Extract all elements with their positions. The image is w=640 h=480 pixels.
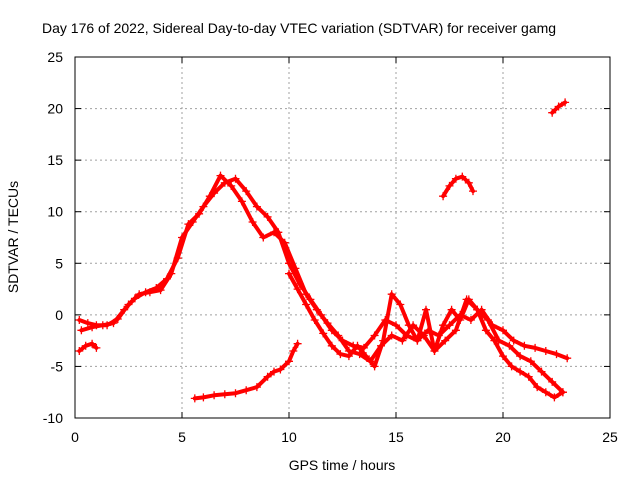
series-track-2 (77, 171, 567, 397)
x-tick-label: 10 (281, 429, 297, 445)
y-tick-label: 5 (55, 255, 63, 271)
series-track-4 (75, 339, 101, 355)
x-tick-label: 0 (71, 429, 79, 445)
y-tick-label: 10 (47, 204, 63, 220)
series-track-7 (548, 98, 570, 117)
series-line (441, 174, 475, 199)
data-point-markers (439, 172, 477, 201)
y-tick-labels: -10 -5 0 5 10 15 20 25 (43, 49, 63, 426)
series-track-6 (439, 172, 477, 201)
plot-area (75, 98, 572, 403)
data-point-markers (77, 171, 567, 397)
data-point-markers (285, 269, 567, 402)
grid (75, 57, 610, 418)
y-tick-label: -10 (43, 410, 63, 426)
y-axis-label: SDTVAR / TECUs (5, 181, 21, 293)
x-tick-label: 15 (388, 429, 404, 445)
series-line (79, 173, 565, 395)
x-axis-label: GPS time / hours (289, 457, 396, 473)
x-tick-label: 25 (602, 429, 618, 445)
y-tick-label: 25 (47, 49, 63, 65)
plot-frame (74, 56, 611, 419)
chart-title: Day 176 of 2022, Sidereal Day-to-day VTE… (42, 20, 556, 36)
y-tick-label: 20 (47, 101, 63, 117)
x-tick-label: 5 (178, 429, 186, 445)
axis-ticks (74, 56, 611, 419)
data-point-markers (548, 98, 570, 117)
series-line (77, 341, 99, 353)
data-point-markers (75, 339, 101, 355)
series-track-3 (285, 269, 567, 402)
y-tick-label: -5 (51, 358, 64, 374)
y-tick-label: 0 (55, 307, 63, 323)
x-tick-labels: 0 5 10 15 20 25 (71, 429, 618, 445)
series-track-5 (190, 339, 302, 403)
y-tick-label: 15 (47, 152, 63, 168)
data-point-markers (190, 339, 302, 403)
x-tick-label: 20 (495, 429, 511, 445)
